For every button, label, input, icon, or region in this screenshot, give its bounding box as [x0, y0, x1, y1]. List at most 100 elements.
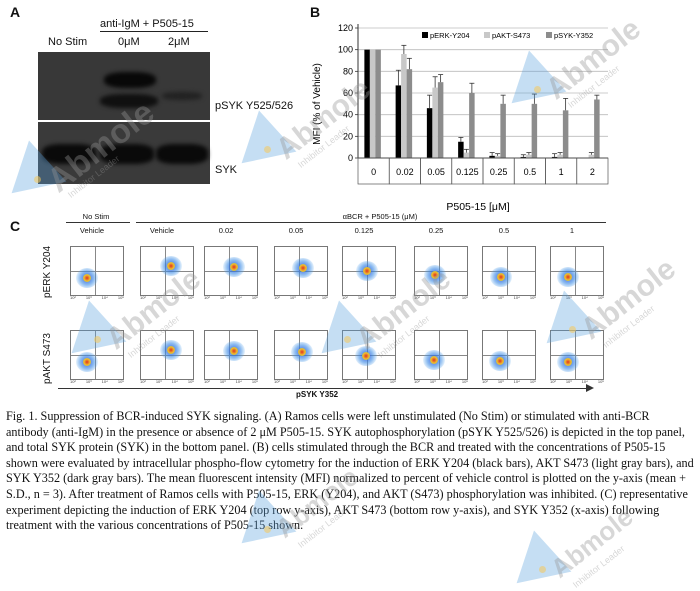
y-tick-label-4: 80: [343, 66, 353, 76]
band-label-psyk: pSYK Y525/526: [215, 100, 294, 112]
legend-label-pAKT-S473: pAKT-S473: [492, 31, 530, 40]
tick-label-3: 10⁵: [597, 295, 604, 300]
bar-pAKT-S473-0.125: [463, 152, 470, 158]
population-core: [564, 273, 572, 282]
bar-pSYK-Y352-1: [562, 110, 569, 158]
tick-label-2: 10⁴: [373, 295, 380, 300]
population-core: [83, 358, 91, 367]
band-syk-2um: [156, 144, 208, 164]
lane-label-2um: 2μM: [168, 36, 190, 48]
tick-label-1: 10³: [85, 379, 92, 384]
tick-label-0: 10²: [550, 379, 556, 384]
category-label-0: 0: [371, 167, 376, 177]
tick-label-1: 10³: [357, 295, 364, 300]
x-axis-arrow-line: [58, 388, 588, 389]
arrow-head-icon: [586, 384, 594, 392]
tick-label-2: 10⁴: [235, 295, 242, 300]
flow-plot-ticks-r2-c7: 10² 10³ 10⁴ 10⁵: [550, 379, 604, 384]
panel-c-letter: C: [10, 218, 21, 234]
bar-pAKT-S473-2: [588, 154, 595, 158]
flow-plot-ticks-r1-c7: 10² 10³ 10⁴ 10⁵: [550, 295, 604, 300]
tick-label-0: 10²: [204, 295, 210, 300]
flow-plot-r2-c3: [274, 330, 328, 380]
flow-plot-ticks-r1-c4: 10² 10³ 10⁴ 10⁵: [342, 295, 396, 300]
flow-plot-ticks-r2-c4: 10² 10³ 10⁴ 10⁵: [342, 379, 396, 384]
category-label-6: 1: [559, 167, 564, 177]
tick-label-2: 10⁴: [235, 379, 242, 384]
flow-plot-ticks-r1-c2: 10² 10³ 10⁴ 10⁵: [204, 295, 258, 300]
flow-cytometry-grid: Vehicle Vehicle 0.02 0.05 0.125 0.25 0.5 1 10² 10…: [70, 226, 604, 384]
column-header-2: 0.02: [218, 226, 234, 235]
tick-label-1: 10³: [219, 295, 226, 300]
tick-label-0: 10²: [550, 295, 556, 300]
population-core: [298, 348, 306, 357]
flow-plot-ticks-r2-c5: 10² 10³ 10⁴ 10⁵: [414, 379, 468, 384]
tick-label-3: 10⁵: [117, 295, 124, 300]
category-label-4: 0.25: [490, 167, 508, 177]
category-label-3: 0.125: [456, 167, 479, 177]
flow-plot-r1-c2: [204, 246, 258, 296]
tick-label-2: 10⁴: [171, 379, 178, 384]
population-core: [230, 262, 238, 271]
tick-label-0: 10²: [414, 379, 420, 384]
watermark-dot-icon: [344, 336, 351, 343]
bar-pERK-Y204-0.5: [520, 156, 527, 158]
tick-label-0: 10²: [274, 379, 280, 384]
tick-label-2: 10⁴: [445, 379, 452, 384]
population-core: [362, 352, 370, 360]
quadrant-line-horizontal: [71, 271, 123, 272]
legend-swatch-pAKT-S473: [484, 32, 490, 38]
band-label-syk: SYK: [215, 164, 238, 176]
column-header-3: 0.05: [288, 226, 304, 235]
watermark-logo-icon: [231, 484, 297, 544]
flow-plot-r1-c7: [550, 246, 604, 296]
panel-a-group-line: [100, 31, 208, 32]
band-psyk-0um-lower: [100, 94, 158, 108]
flow-plot-ticks-r1-c3: 10² 10³ 10⁴ 10⁵: [274, 295, 328, 300]
tick-label-1: 10³: [429, 295, 436, 300]
tick-label-1: 10³: [357, 379, 364, 384]
blot-SYK: [38, 122, 210, 184]
tick-label-3: 10⁵: [529, 295, 536, 300]
column-header-6: 0.5: [498, 226, 510, 235]
bar-pAKT-S473-0.05: [432, 87, 438, 158]
category-label-5: 0.5: [524, 167, 537, 177]
tick-label-2: 10⁴: [305, 379, 312, 384]
legend-label-pERK-Y204: pERK-Y204: [430, 31, 470, 40]
flow-plot-r1-c0: [70, 246, 124, 296]
flow-plot-ticks-r1-c5: 10² 10³ 10⁴ 10⁵: [414, 295, 468, 300]
tick-label-2: 10⁴: [445, 295, 452, 300]
figure-caption: Fig. 1. Suppression of BCR-induced SYK s…: [6, 409, 694, 533]
tick-label-1: 10³: [155, 295, 162, 300]
tick-label-3: 10⁵: [389, 295, 396, 300]
flow-plot-r2-c5: [414, 330, 468, 380]
tick-label-1: 10³: [565, 295, 572, 300]
legend-swatch-pSYK-Y352: [546, 32, 552, 38]
bar-pSYK-Y352-0: [375, 49, 381, 158]
tick-label-0: 10²: [274, 295, 280, 300]
y-tick-label-6: 120: [338, 23, 353, 33]
tick-label-2: 10⁴: [101, 379, 108, 384]
column-header-7: 1: [569, 226, 575, 235]
tick-label-3: 10⁵: [251, 379, 258, 384]
bar-pERK-Y204-0.05: [426, 108, 433, 158]
flow-plot-r1-c3: [274, 246, 328, 296]
quadrant-line-horizontal: [71, 355, 123, 356]
y-tick-label-2: 40: [343, 110, 353, 120]
population-core: [431, 270, 439, 279]
tick-label-2: 10⁴: [101, 295, 108, 300]
watermark-subtext: Inhibitor Leader: [571, 543, 627, 590]
bar-pERK-Y204-0: [364, 49, 370, 158]
tick-label-3: 10⁵: [321, 295, 328, 300]
bar-pAKT-S473-0: [369, 49, 376, 158]
band-syk-nostim: [42, 144, 96, 164]
population-core: [167, 261, 175, 270]
flow-plot-ticks-r2-c3: 10² 10³ 10⁴ 10⁵: [274, 379, 328, 384]
flow-plot-ticks-r2-c0: 10² 10³ 10⁴ 10⁵: [70, 379, 124, 384]
panel-a-letter: A: [10, 4, 21, 20]
tick-label-0: 10²: [342, 295, 348, 300]
bar-pSYK-Y352-2: [594, 99, 600, 158]
y-tick-label-3: 60: [343, 88, 353, 98]
lane-label-nostim: No Stim: [48, 36, 88, 48]
y-tick-label-5: 100: [338, 45, 353, 55]
